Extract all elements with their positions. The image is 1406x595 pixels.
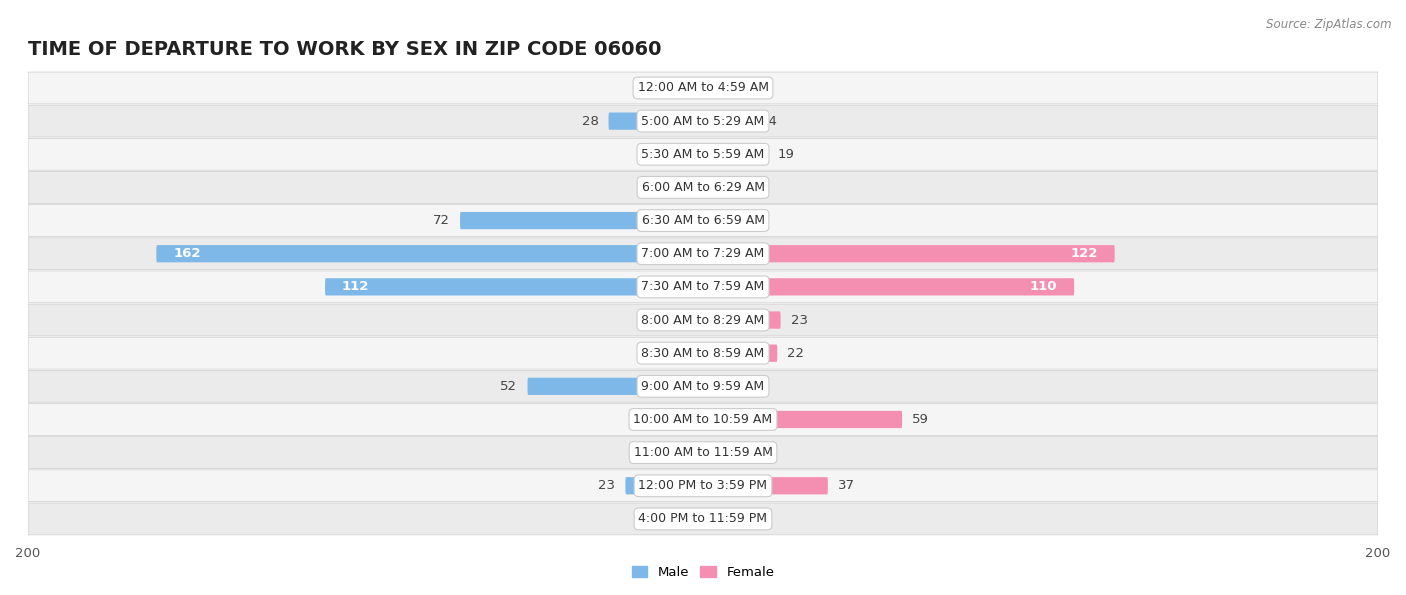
FancyBboxPatch shape — [703, 179, 744, 196]
FancyBboxPatch shape — [28, 72, 1378, 104]
Text: 8:00 AM to 8:29 AM: 8:00 AM to 8:29 AM — [641, 314, 765, 327]
FancyBboxPatch shape — [28, 139, 1378, 170]
FancyBboxPatch shape — [703, 146, 768, 163]
Text: 59: 59 — [912, 413, 929, 426]
Text: 0: 0 — [675, 446, 683, 459]
Text: 52: 52 — [501, 380, 517, 393]
FancyBboxPatch shape — [28, 371, 1378, 402]
FancyBboxPatch shape — [703, 79, 713, 96]
FancyBboxPatch shape — [28, 437, 1378, 468]
FancyBboxPatch shape — [703, 278, 1074, 296]
Text: 8:30 AM to 8:59 AM: 8:30 AM to 8:59 AM — [641, 347, 765, 359]
Text: 7:00 AM to 7:29 AM: 7:00 AM to 7:29 AM — [641, 248, 765, 260]
Text: 122: 122 — [1070, 248, 1098, 260]
Text: 0: 0 — [675, 148, 683, 161]
Text: 6:00 AM to 6:29 AM: 6:00 AM to 6:29 AM — [641, 181, 765, 194]
FancyBboxPatch shape — [703, 411, 903, 428]
FancyBboxPatch shape — [703, 212, 713, 229]
FancyBboxPatch shape — [28, 205, 1378, 236]
Text: 162: 162 — [173, 248, 201, 260]
Text: 23: 23 — [599, 480, 616, 492]
Text: 12:00 PM to 3:59 PM: 12:00 PM to 3:59 PM — [638, 480, 768, 492]
FancyBboxPatch shape — [693, 411, 703, 428]
Text: 72: 72 — [433, 214, 450, 227]
Text: 0: 0 — [675, 181, 683, 194]
FancyBboxPatch shape — [626, 477, 703, 494]
Text: 112: 112 — [342, 280, 370, 293]
Text: 5:00 AM to 5:29 AM: 5:00 AM to 5:29 AM — [641, 115, 765, 127]
FancyBboxPatch shape — [28, 238, 1378, 270]
FancyBboxPatch shape — [693, 179, 703, 196]
FancyBboxPatch shape — [703, 511, 713, 528]
Text: 5:30 AM to 5:59 AM: 5:30 AM to 5:59 AM — [641, 148, 765, 161]
Text: 0: 0 — [723, 214, 731, 227]
FancyBboxPatch shape — [703, 245, 1115, 262]
FancyBboxPatch shape — [703, 345, 778, 362]
Text: 10:00 AM to 10:59 AM: 10:00 AM to 10:59 AM — [634, 413, 772, 426]
FancyBboxPatch shape — [693, 79, 703, 96]
FancyBboxPatch shape — [693, 444, 703, 461]
Text: 4:00 PM to 11:59 PM: 4:00 PM to 11:59 PM — [638, 512, 768, 525]
FancyBboxPatch shape — [325, 278, 703, 296]
FancyBboxPatch shape — [703, 311, 780, 328]
Text: 7:30 AM to 7:59 AM: 7:30 AM to 7:59 AM — [641, 280, 765, 293]
Text: TIME OF DEPARTURE TO WORK BY SEX IN ZIP CODE 06060: TIME OF DEPARTURE TO WORK BY SEX IN ZIP … — [28, 40, 662, 59]
FancyBboxPatch shape — [28, 470, 1378, 502]
Text: 0: 0 — [675, 347, 683, 359]
Text: 12: 12 — [754, 181, 770, 194]
Text: 9:00 AM to 9:59 AM: 9:00 AM to 9:59 AM — [641, 380, 765, 393]
FancyBboxPatch shape — [609, 112, 703, 130]
FancyBboxPatch shape — [28, 403, 1378, 436]
Text: 0: 0 — [675, 413, 683, 426]
Text: 0: 0 — [675, 82, 683, 95]
Legend: Male, Female: Male, Female — [626, 561, 780, 585]
FancyBboxPatch shape — [527, 378, 703, 395]
Text: 22: 22 — [787, 347, 804, 359]
FancyBboxPatch shape — [28, 171, 1378, 203]
FancyBboxPatch shape — [28, 105, 1378, 137]
FancyBboxPatch shape — [693, 345, 703, 362]
FancyBboxPatch shape — [460, 212, 703, 229]
FancyBboxPatch shape — [156, 245, 703, 262]
FancyBboxPatch shape — [693, 311, 703, 328]
Text: 23: 23 — [790, 314, 807, 327]
FancyBboxPatch shape — [28, 337, 1378, 369]
Text: 0: 0 — [723, 82, 731, 95]
Text: 19: 19 — [778, 148, 794, 161]
FancyBboxPatch shape — [703, 477, 828, 494]
Text: 0: 0 — [723, 512, 731, 525]
FancyBboxPatch shape — [703, 444, 713, 461]
FancyBboxPatch shape — [693, 146, 703, 163]
FancyBboxPatch shape — [28, 304, 1378, 336]
Text: 110: 110 — [1029, 280, 1057, 293]
Text: 12:00 AM to 4:59 AM: 12:00 AM to 4:59 AM — [637, 82, 769, 95]
Text: Source: ZipAtlas.com: Source: ZipAtlas.com — [1267, 18, 1392, 31]
Text: 28: 28 — [582, 115, 599, 127]
Text: 0: 0 — [723, 380, 731, 393]
FancyBboxPatch shape — [28, 271, 1378, 303]
Text: 6:30 AM to 6:59 AM: 6:30 AM to 6:59 AM — [641, 214, 765, 227]
Text: 0: 0 — [675, 314, 683, 327]
FancyBboxPatch shape — [693, 511, 703, 528]
Text: 37: 37 — [838, 480, 855, 492]
Text: 11:00 AM to 11:59 AM: 11:00 AM to 11:59 AM — [634, 446, 772, 459]
FancyBboxPatch shape — [703, 378, 713, 395]
Text: 0: 0 — [675, 512, 683, 525]
Text: 14: 14 — [761, 115, 778, 127]
Text: 0: 0 — [723, 446, 731, 459]
FancyBboxPatch shape — [28, 503, 1378, 535]
FancyBboxPatch shape — [703, 112, 751, 130]
